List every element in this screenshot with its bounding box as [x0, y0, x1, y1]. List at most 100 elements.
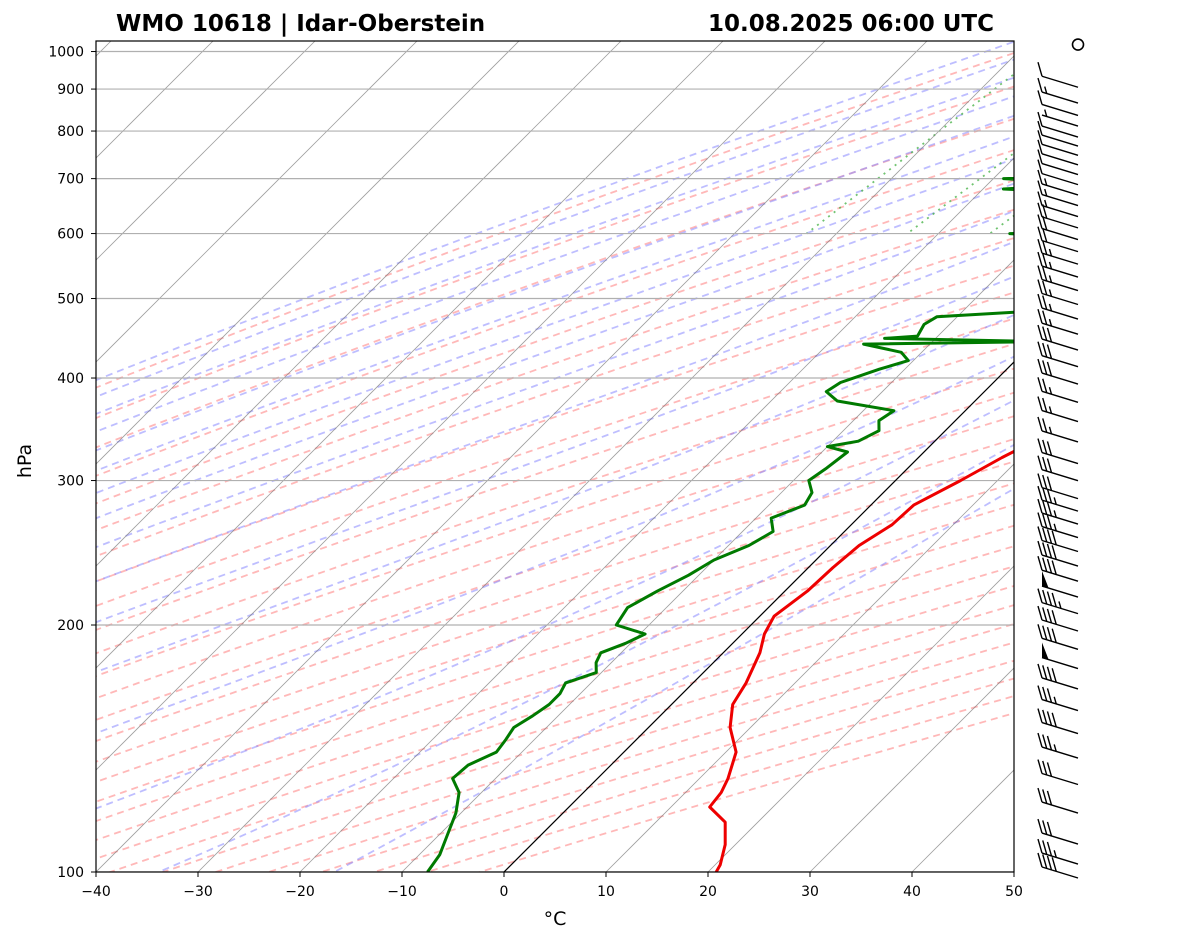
wind-barb-full [1042, 557, 1048, 572]
wind-barb-full [1037, 139, 1043, 155]
wind-barb [1037, 396, 1079, 423]
wind-barb-staff [1041, 338, 1079, 351]
wind-barb [1037, 202, 1079, 229]
wind-barb-staff [1041, 866, 1079, 879]
wind-barb [1037, 130, 1079, 156]
wind-barb-staff [1041, 354, 1079, 368]
wind-barb-full [1037, 540, 1043, 556]
wind-barb-full [1042, 734, 1048, 749]
wind-barb-full [1037, 663, 1043, 679]
wind-barb [1037, 265, 1079, 292]
wind-barb-full [1037, 588, 1043, 603]
wind-barb-half [1053, 510, 1057, 518]
wind-barb-full [1037, 265, 1043, 280]
wind-barb-half [1048, 303, 1053, 312]
x-tick-label: −40 [81, 884, 111, 900]
dry-adiabat-line [96, 503, 1014, 803]
wind-barb-full [1046, 344, 1053, 359]
wind-barb-full [1042, 513, 1048, 529]
wind-barb-staff [1041, 637, 1079, 650]
y-tick-label: 100 [57, 865, 84, 881]
wind-barb-full [1042, 487, 1048, 502]
wind-barb [1037, 838, 1079, 865]
y-tick-label: 400 [57, 371, 84, 387]
wind-barb-staff [1041, 746, 1079, 759]
wind-barb-full [1042, 500, 1048, 515]
wind-barb-full [1037, 438, 1043, 453]
wind-barb-half [1053, 523, 1057, 532]
wind-barb-full [1046, 441, 1053, 456]
x-tick-label: 0 [500, 884, 509, 900]
wind-barb-half [1053, 497, 1057, 505]
x-tick-label: 20 [699, 884, 717, 900]
moist-adiabat-line [96, 210, 1014, 549]
y-tick-label: 500 [57, 292, 84, 308]
wind-barb-full [1042, 266, 1048, 282]
y-tick-label: 700 [57, 172, 84, 188]
wind-barb-full [1042, 280, 1048, 296]
plot-frame [95, 40, 1015, 873]
wind-barb-full [1037, 62, 1043, 77]
wind-barb-staff [1041, 183, 1079, 196]
wind-barb [1037, 588, 1079, 615]
wind-barb-full [1051, 545, 1057, 560]
wind-barbs [1037, 38, 1085, 879]
wind-barb [1037, 685, 1079, 712]
wind-barb-staff [1041, 216, 1079, 229]
wind-barb-full [1042, 227, 1048, 243]
wind-barb-staff [1041, 143, 1079, 156]
isotherm-line [605, 463, 1014, 872]
wind-barb-full [1042, 686, 1048, 702]
wind-barb-staff [1041, 265, 1079, 278]
wind-barb [1037, 556, 1079, 582]
wind-barb [1037, 77, 1079, 104]
wind-barb-full [1042, 607, 1048, 622]
wind-barb-full [1037, 77, 1043, 93]
wind-barb-staff [1041, 372, 1079, 385]
wind-barb-staff [1041, 153, 1079, 166]
isotherm-line [96, 41, 418, 363]
moist-adiabat-line [96, 41, 1014, 382]
wind-barb-full [1046, 762, 1053, 777]
wind-barb-full [1042, 310, 1048, 325]
isotherm-line [96, 41, 724, 669]
wind-barb-full [1046, 711, 1053, 726]
wind-barb-full [1037, 130, 1043, 145]
wind-barb-full [1037, 787, 1043, 803]
wind-barb-staff [1041, 539, 1079, 553]
wind-barb-full [1037, 251, 1043, 267]
wind-barb-staff [1041, 852, 1079, 865]
wind-barb-full [1042, 326, 1048, 341]
wind-barb-full [1042, 456, 1048, 472]
dry-adiabat-line [96, 482, 1014, 783]
wind-barb-full [1037, 455, 1043, 470]
wind-barb-full [1046, 458, 1053, 473]
wind-barb-full [1037, 238, 1043, 254]
wind-barb-full [1037, 120, 1043, 136]
y-axis: 1000 900 800 700 600 500 400 300 200 100 [48, 45, 96, 881]
wind-barb-full [1037, 214, 1043, 229]
wind-barb-staff [1041, 322, 1079, 335]
isotherms [96, 41, 1014, 872]
wind-barb-full [1042, 204, 1048, 219]
x-tick-label: 40 [903, 884, 921, 900]
wind-barb-half [1044, 188, 1048, 197]
dry-adiabat-line [96, 149, 1014, 477]
wind-barb-full [1046, 688, 1053, 703]
wind-barb-half [1044, 178, 1048, 186]
wind-barb-full [1042, 240, 1048, 255]
moist-adiabat-line [96, 58, 1014, 398]
chart-title-station: WMO 10618 | Idar-Oberstein [116, 11, 485, 37]
wind-barb-staff [1041, 125, 1079, 138]
wind-barb-staff [1041, 677, 1079, 690]
wind-barb-full [1051, 628, 1057, 643]
wind-barb-full [1046, 488, 1053, 504]
wind-barb-staff [1041, 512, 1079, 525]
wind-barb-full [1037, 485, 1043, 501]
wind-barb [1037, 787, 1079, 814]
wind-barb-full [1037, 685, 1043, 700]
wind-barb [1041, 109, 1079, 127]
wind-barb-full [1037, 309, 1043, 324]
wind-barb [1037, 341, 1079, 368]
wind-barb-staff [1041, 698, 1079, 712]
